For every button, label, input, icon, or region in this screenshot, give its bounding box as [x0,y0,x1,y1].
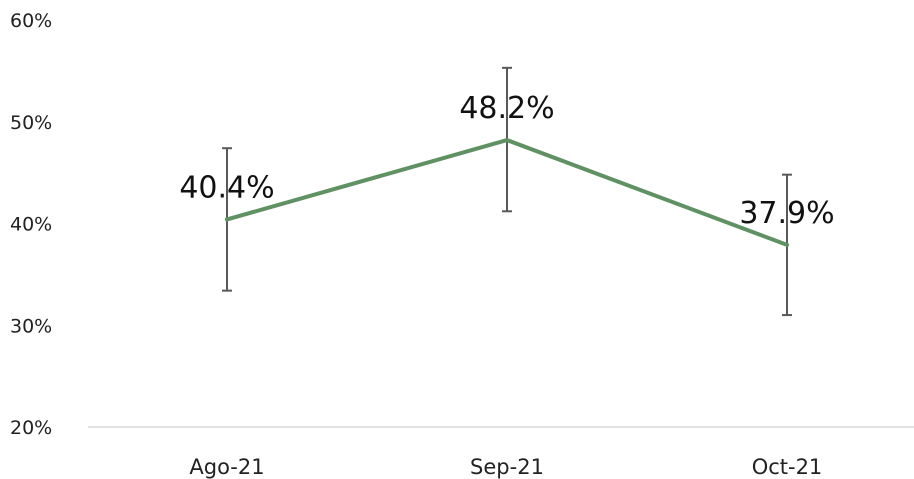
x-tick-label: Oct-21 [752,455,823,479]
series-line [225,138,789,247]
data-label: 37.9% [739,196,834,231]
y-tick-label: 20% [10,417,52,439]
y-tick-label: 30% [10,315,52,337]
x-tick-label: Ago-21 [189,455,264,479]
data-label: 48.2% [459,91,554,126]
y-tick-label: 60% [10,10,52,32]
y-tick-label: 50% [10,112,52,134]
y-tick-label: 40% [10,214,52,236]
data-labels: 40.4% 48.2% 37.9% [179,91,834,231]
data-label: 40.4% [179,170,274,205]
x-axis-ticks: Ago-21 Sep-21 Oct-21 [189,455,822,479]
x-tick-label: Sep-21 [470,455,544,479]
y-axis-ticks: 20% 30% 40% 50% 60% [10,10,52,439]
